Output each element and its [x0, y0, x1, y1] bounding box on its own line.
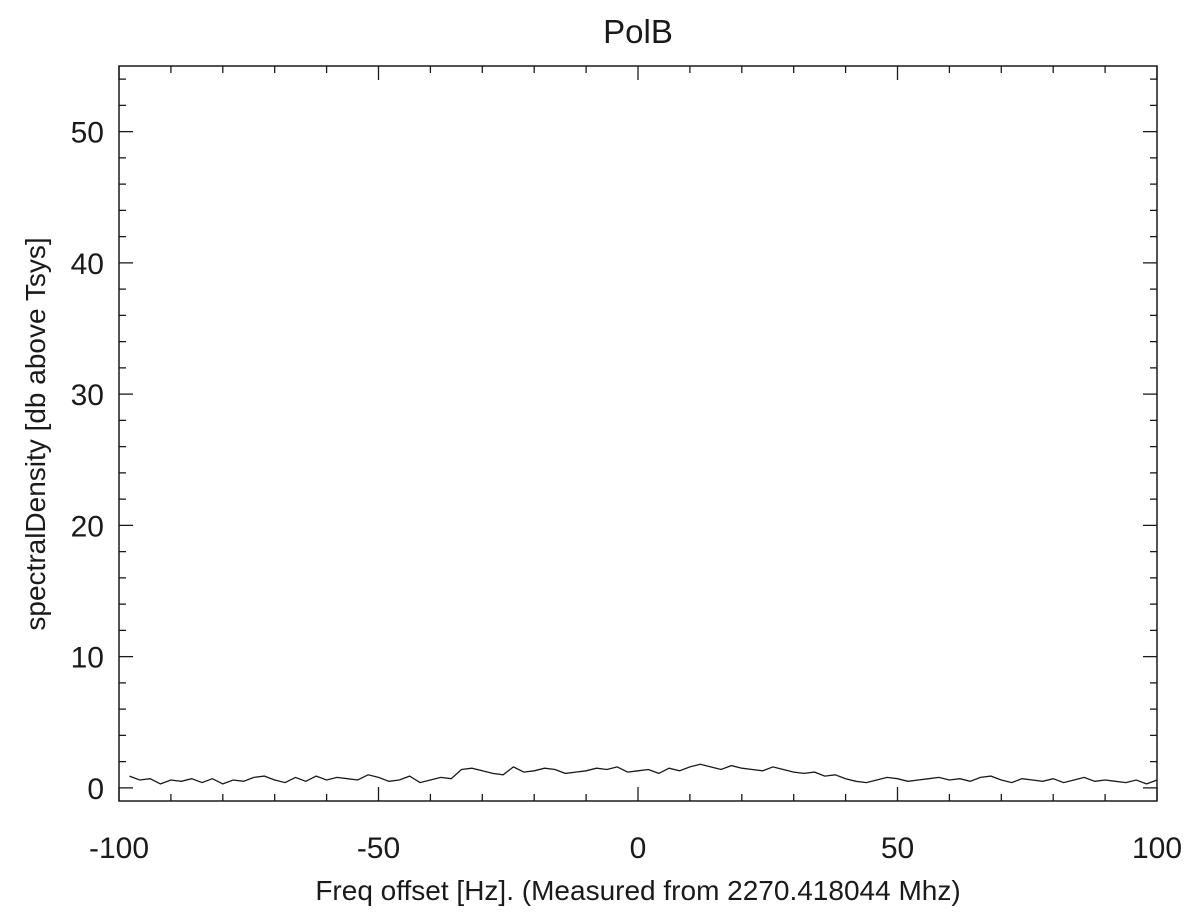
chart-title: PolB — [603, 13, 673, 50]
y-axis-label: spectralDensity [db above Tsys] — [20, 237, 51, 630]
x-tick-labels: -100 -50 0 50 100 — [89, 832, 1182, 865]
x-tick-label: 50 — [881, 832, 914, 865]
y-tick-labels: 0 10 20 30 40 50 — [71, 117, 104, 806]
y-tick-label: 20 — [71, 510, 104, 543]
x-tick-label: -50 — [357, 832, 400, 865]
x-tick-label: 0 — [630, 832, 647, 865]
series-line — [129, 763, 1158, 785]
y-tick-label: 10 — [71, 642, 104, 675]
y-tick-label: 50 — [71, 117, 104, 150]
y-tick-label: 40 — [71, 248, 104, 281]
x-tick-label: 100 — [1132, 832, 1182, 865]
x-axis-label: Freq offset [Hz]. (Measured from 2270.41… — [315, 875, 960, 906]
x-tick-label: -100 — [89, 832, 149, 865]
plot-area-frame — [118, 65, 1158, 802]
y-tick-label: 0 — [87, 773, 104, 806]
axis-ticks — [118, 66, 1158, 801]
y-tick-label: 30 — [71, 379, 104, 412]
